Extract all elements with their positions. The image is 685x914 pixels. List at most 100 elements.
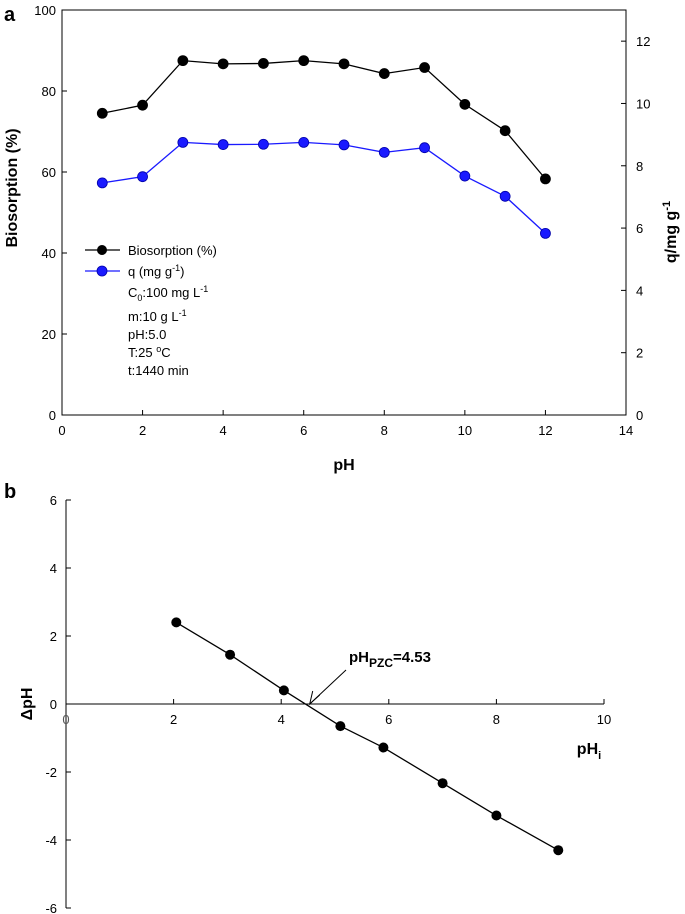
data-point-0	[258, 58, 269, 69]
panel-b-letter: b	[4, 481, 16, 503]
panel-a-series	[96, 55, 551, 239]
data-point-0	[553, 845, 564, 856]
panel-a-y-ticks-right: 0 2 4 6 8 10 12	[621, 34, 650, 423]
panel-a-legend: Biosorption (%) q (mg g-1) C0:100 mg L-1…	[85, 243, 217, 378]
x-tick-label: 0	[62, 712, 69, 727]
y-tick-label: -6	[45, 901, 57, 914]
right-y-tick-label: 0	[636, 408, 643, 423]
x-tick-label: 4	[278, 712, 285, 727]
y-tick-label: 20	[42, 327, 56, 342]
y-tick-label: 80	[42, 84, 56, 99]
x-tick-label: 8	[381, 423, 388, 438]
data-point-0	[278, 685, 289, 696]
data-point-1	[459, 170, 471, 182]
data-point-0	[491, 810, 502, 821]
right-y-tick-label: 6	[636, 221, 643, 236]
data-point-1	[96, 177, 108, 189]
legend-marker-biosorption	[97, 245, 107, 255]
panel-b-x-ticks: 0 2 4 6 8 10	[62, 699, 611, 727]
data-point-1	[540, 227, 551, 239]
y-tick-label: 0	[50, 697, 57, 712]
data-point-0	[177, 55, 189, 67]
x-tick-label: 0	[58, 423, 65, 438]
data-point-0	[459, 98, 471, 110]
x-tick-label: 10	[458, 423, 472, 438]
panel-b-x-axis-label: pHi	[577, 741, 601, 762]
legend-label-q: q (mg g-1)	[128, 263, 184, 279]
y-tick-label: 2	[50, 629, 57, 644]
panel-a-x-ticks: 0 2 4 6 8 10 12 14	[58, 410, 633, 438]
x-tick-label: 2	[139, 423, 146, 438]
legend-marker-q	[96, 265, 108, 277]
data-point-1	[258, 138, 269, 150]
panel-a-right-axis-label: q/mg g-1	[661, 201, 680, 263]
legend-annotation-ph: pH:5.0	[128, 327, 166, 342]
y-tick-label: 60	[42, 165, 56, 180]
right-y-tick-label: 2	[636, 346, 643, 361]
y-tick-label: 40	[42, 246, 56, 261]
x-tick-label: 8	[493, 712, 500, 727]
series-line-1	[102, 141, 546, 234]
x-tick-label: 12	[538, 423, 552, 438]
right-y-tick-label: 12	[636, 34, 650, 49]
data-point-0	[298, 55, 310, 67]
data-point-0	[419, 62, 430, 73]
legend-annotation-time: t:1440 min	[128, 363, 189, 378]
data-point-0	[137, 99, 148, 111]
panel-b-y-axis-label: ΔpH	[19, 688, 36, 721]
data-point-1	[217, 139, 229, 150]
panel-a-y-axis-label: Biosorption (%)	[4, 128, 21, 247]
right-y-tick-label: 8	[636, 159, 643, 174]
data-point-0	[499, 125, 511, 137]
legend-annotation-temperature: T:25 oC	[128, 344, 171, 360]
panel-b: b 0 2 4 6 8 10 -6 -4 -2 0 2 4 6 pHi ΔpH pHPZC=4.53	[4, 481, 611, 914]
x-tick-label: 6	[300, 423, 307, 438]
series-line-0	[102, 59, 546, 180]
x-tick-label: 2	[170, 712, 177, 727]
y-tick-label: -2	[45, 765, 57, 780]
data-point-0	[217, 58, 229, 70]
data-point-0	[338, 58, 350, 70]
data-point-0	[437, 778, 448, 789]
data-point-1	[419, 142, 430, 154]
x-tick-label: 4	[220, 423, 227, 438]
data-point-0	[378, 742, 389, 753]
data-point-1	[137, 171, 148, 183]
y-tick-label: 4	[50, 561, 57, 576]
pzc-arrow-head	[308, 690, 321, 706]
right-y-tick-label: 4	[636, 283, 643, 298]
data-point-0	[171, 617, 182, 628]
data-point-0	[225, 649, 236, 660]
series-line-0	[175, 621, 559, 851]
legend-label-biosorption: Biosorption (%)	[128, 243, 217, 258]
data-point-0	[378, 68, 390, 79]
data-point-1	[338, 139, 350, 151]
panel-b-y-ticks: -6 -4 -2 0 2 4 6	[45, 493, 71, 914]
data-point-1	[499, 190, 511, 202]
legend-annotation-c0: C0:100 mg L-1	[128, 284, 208, 303]
panel-a-plot-frame	[61, 9, 627, 416]
panel-a-y-ticks: 0 20 40 60 80 100	[34, 3, 67, 423]
legend-annotation-mass: m:10 g L-1	[128, 308, 187, 324]
x-tick-label: 14	[619, 423, 633, 438]
panel-a-x-axis-label: pH	[333, 457, 354, 474]
data-point-0	[335, 721, 346, 732]
data-point-0	[96, 107, 108, 119]
x-tick-label: 10	[597, 712, 611, 727]
y-tick-label: 100	[34, 3, 56, 18]
panel-b-series	[171, 617, 564, 856]
x-tick-label: 6	[385, 712, 392, 727]
pzc-annotation: pHPZC=4.53	[308, 649, 431, 706]
pzc-label: pHPZC=4.53	[349, 649, 431, 670]
data-point-0	[540, 173, 551, 185]
panel-a-letter: a	[4, 4, 16, 26]
y-tick-label: 6	[50, 493, 57, 508]
y-tick-label: -4	[45, 833, 57, 848]
data-point-1	[177, 137, 189, 148]
data-point-1	[298, 137, 310, 148]
right-y-tick-label: 10	[636, 96, 650, 111]
y-tick-label: 0	[49, 408, 56, 423]
data-point-1	[378, 146, 390, 158]
